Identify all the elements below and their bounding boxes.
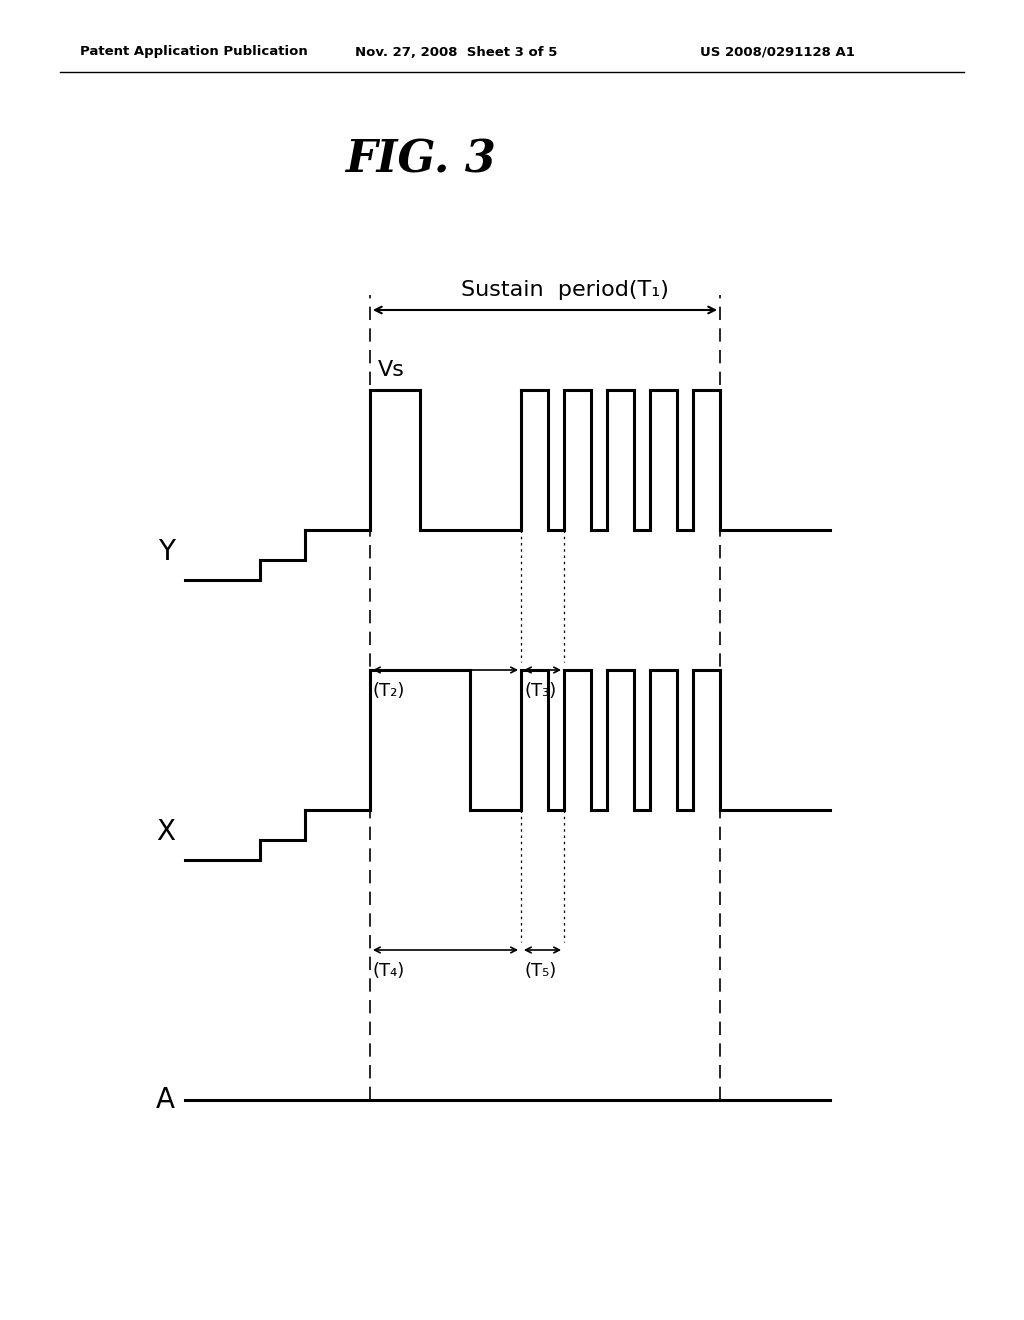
Text: Patent Application Publication: Patent Application Publication	[80, 45, 308, 58]
Text: Sustain  period(T₁): Sustain period(T₁)	[461, 280, 669, 300]
Text: X: X	[156, 818, 175, 846]
Text: (T₅): (T₅)	[525, 962, 557, 979]
Text: Nov. 27, 2008  Sheet 3 of 5: Nov. 27, 2008 Sheet 3 of 5	[355, 45, 557, 58]
Text: FIG. 3: FIG. 3	[344, 139, 496, 181]
Text: (T₂): (T₂)	[372, 682, 404, 700]
Text: Vs: Vs	[378, 360, 404, 380]
Text: (T₄): (T₄)	[372, 962, 404, 979]
Text: Y: Y	[158, 539, 175, 566]
Text: US 2008/0291128 A1: US 2008/0291128 A1	[700, 45, 855, 58]
Text: (T₃): (T₃)	[525, 682, 557, 700]
Text: A: A	[156, 1086, 175, 1114]
